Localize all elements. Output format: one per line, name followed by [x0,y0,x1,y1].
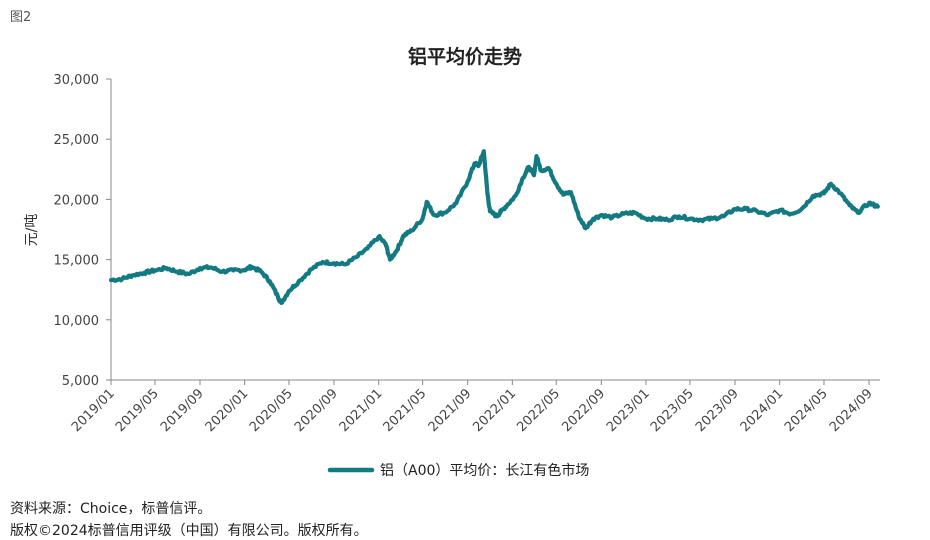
x-tick-label: 2019/09 [158,386,207,435]
series-line-0 [108,149,880,305]
x-tick-label: 2023/05 [648,386,697,435]
series-layer [108,149,880,305]
x-tick-label: 2019/05 [113,386,162,435]
x-axis: 2019/012019/052019/092020/012020/052020/… [69,379,880,435]
x-tick-label: 2020/09 [292,386,341,435]
x-tick-label: 2022/09 [559,386,608,435]
x-tick-label: 2020/01 [203,386,252,435]
x-tick-label: 2024/09 [827,386,876,435]
chart-title: 铝平均价走势 [407,46,522,68]
x-tick-label: 2019/01 [69,386,118,435]
source-note: 资料来源：Choice，标普信评。 [10,501,212,517]
y-tick-label: 10,000 [54,314,100,329]
x-tick-label: 2023/01 [604,386,653,435]
x-tick-label: 2021/01 [337,386,386,435]
y-tick-label: 5,000 [62,374,99,389]
y-tick-label: 20,000 [54,193,100,208]
legend: 铝（A00）平均价：长江有色市场 [327,462,589,479]
x-tick-label: 2022/01 [470,386,519,435]
legend-label: 铝（A00）平均价：长江有色市场 [380,462,589,479]
x-tick-label: 2021/09 [426,386,475,435]
y-axis-label: 元/吨 [24,214,40,247]
x-tick-label: 2023/09 [693,386,742,435]
y-axis: 5,000 10,000 15,000 20,000 25,000 30,000 [54,73,112,389]
copyright-note: 版权©2024标普信用评级（中国）有限公司。版权所有。 [10,523,368,539]
x-tick-label: 2024/05 [782,386,831,435]
x-tick-label: 2020/05 [247,386,296,435]
x-tick-label: 2021/05 [381,386,430,435]
figure-label: 图2 [10,10,32,25]
y-tick-label: 30,000 [54,73,100,88]
x-tick-label: 2024/01 [738,386,787,435]
y-tick-label: 15,000 [54,254,100,269]
y-tick-label: 25,000 [54,133,100,148]
x-tick-label: 2022/05 [514,386,563,435]
